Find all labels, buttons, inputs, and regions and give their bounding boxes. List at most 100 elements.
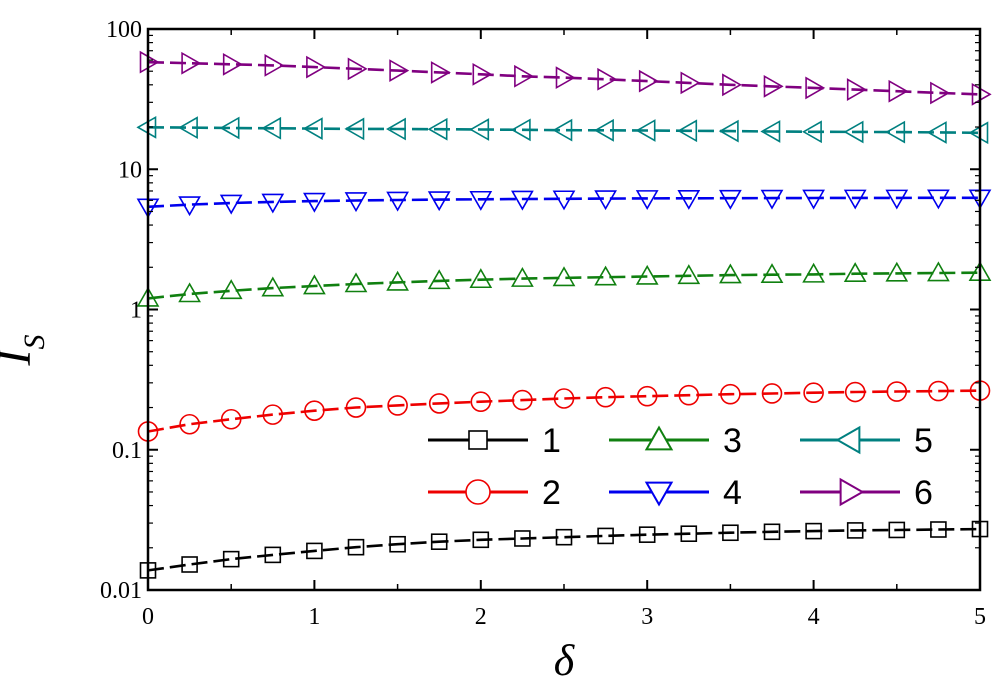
series-1-point — [306, 542, 323, 560]
series-1-point — [555, 528, 573, 546]
series-3-point — [677, 264, 701, 285]
series-2-point — [803, 382, 824, 404]
legend-marker-4 — [644, 481, 674, 507]
series-2-point — [428, 393, 450, 414]
legend-marker-6 — [839, 477, 865, 507]
series-2-point — [595, 386, 616, 408]
legend-item-6: 6 — [800, 474, 933, 512]
series-2-point — [387, 395, 408, 416]
series-6-point — [763, 74, 784, 98]
series-4-point — [261, 193, 285, 214]
series-4-point — [511, 190, 534, 211]
series-5-point — [510, 118, 531, 142]
series-6-point — [514, 64, 535, 88]
series-6-point — [389, 59, 410, 82]
series-6-point — [181, 51, 202, 75]
series-2-point — [636, 385, 658, 407]
legend-marker-bg-2 — [466, 480, 490, 504]
series-3-point — [719, 263, 742, 284]
series-4-point — [594, 190, 617, 211]
series-1-point — [597, 527, 614, 545]
series-5-point — [635, 119, 656, 142]
legend-item-3: 3 — [609, 422, 742, 460]
series-3-point — [427, 269, 451, 290]
series-1-point — [805, 522, 822, 540]
series-5-point — [718, 119, 739, 143]
series-6-point — [555, 66, 576, 90]
series-5-point — [261, 116, 282, 140]
series-5-point — [302, 117, 323, 140]
series-1-point — [514, 530, 531, 547]
series-3-line — [147, 271, 981, 300]
series-4 — [136, 189, 992, 219]
x-tick-label: 1 — [308, 604, 320, 630]
y-tick-label: 1 — [130, 298, 142, 324]
series-2-point — [678, 384, 700, 406]
series-6-point — [472, 62, 493, 86]
series-1-point — [763, 523, 781, 541]
series-3-point — [843, 262, 867, 282]
series-4-point — [469, 190, 493, 211]
series-5-point — [885, 120, 906, 144]
legend-marker-bg-6 — [840, 479, 863, 505]
series-6-point — [930, 81, 951, 105]
plot-layer — [136, 50, 992, 579]
x-tick-label: 0 — [142, 604, 154, 630]
series-5-point — [344, 117, 365, 141]
series-1-point — [680, 525, 698, 543]
series-1-point — [347, 538, 365, 556]
y-tick-label: 10 — [118, 157, 142, 183]
series-3-point — [802, 262, 825, 283]
series-4-point — [635, 190, 659, 210]
legend-label-5: 5 — [914, 422, 933, 460]
series-5-point — [801, 120, 822, 144]
legend-label-1: 1 — [542, 422, 561, 460]
series-2-point — [720, 383, 741, 405]
y-tick-label: 100 — [106, 17, 142, 43]
series-5-point — [843, 120, 864, 144]
series-6-point — [597, 67, 618, 91]
legend-marker-bg-3 — [646, 427, 672, 450]
series-6-point — [430, 61, 451, 84]
series-4-point — [760, 189, 784, 210]
x-tick-label: 4 — [808, 604, 820, 630]
series-4-point — [427, 191, 451, 212]
series-2-point — [179, 413, 200, 435]
series-5-line — [147, 126, 981, 135]
y-tick-label: 0.1 — [112, 438, 142, 464]
series-3-point — [261, 276, 285, 297]
series-5-point — [427, 117, 448, 141]
legend: 1 2 3 4 5 6 — [428, 422, 933, 512]
series-2 — [137, 380, 991, 442]
series-2-point — [928, 380, 949, 402]
legend-label-3: 3 — [723, 422, 742, 460]
series-1-point — [264, 546, 282, 564]
legend-marker-3 — [644, 425, 674, 451]
series-4-point — [677, 189, 701, 210]
series-5-point — [177, 116, 198, 140]
series-1-point — [181, 556, 198, 573]
series-2-point — [761, 383, 783, 404]
series-2-point — [844, 381, 866, 403]
y-tick-label: 0.01 — [100, 578, 142, 604]
y-axis-title-main: I — [0, 347, 41, 366]
series-3-point — [469, 268, 493, 289]
series-1-point — [472, 531, 490, 549]
series-4-point — [885, 189, 909, 210]
series-5-point — [593, 118, 614, 142]
series-4-point — [843, 189, 867, 210]
series-3-point — [344, 272, 368, 293]
legend-item-4: 4 — [609, 474, 742, 512]
legend-marker-2 — [465, 479, 491, 505]
series-5-point — [385, 117, 406, 141]
legend-marker-bg-1 — [469, 431, 487, 449]
series-1-point — [930, 521, 947, 538]
series-5-point — [926, 121, 947, 144]
series-3-point — [386, 270, 409, 291]
series-1-point — [722, 524, 739, 542]
x-tick-label: 3 — [641, 604, 653, 630]
series-1-point — [430, 533, 448, 550]
legend-marker-bg-5 — [837, 427, 860, 453]
x-tick-label: 5 — [974, 604, 986, 630]
series-5-point — [552, 118, 573, 142]
